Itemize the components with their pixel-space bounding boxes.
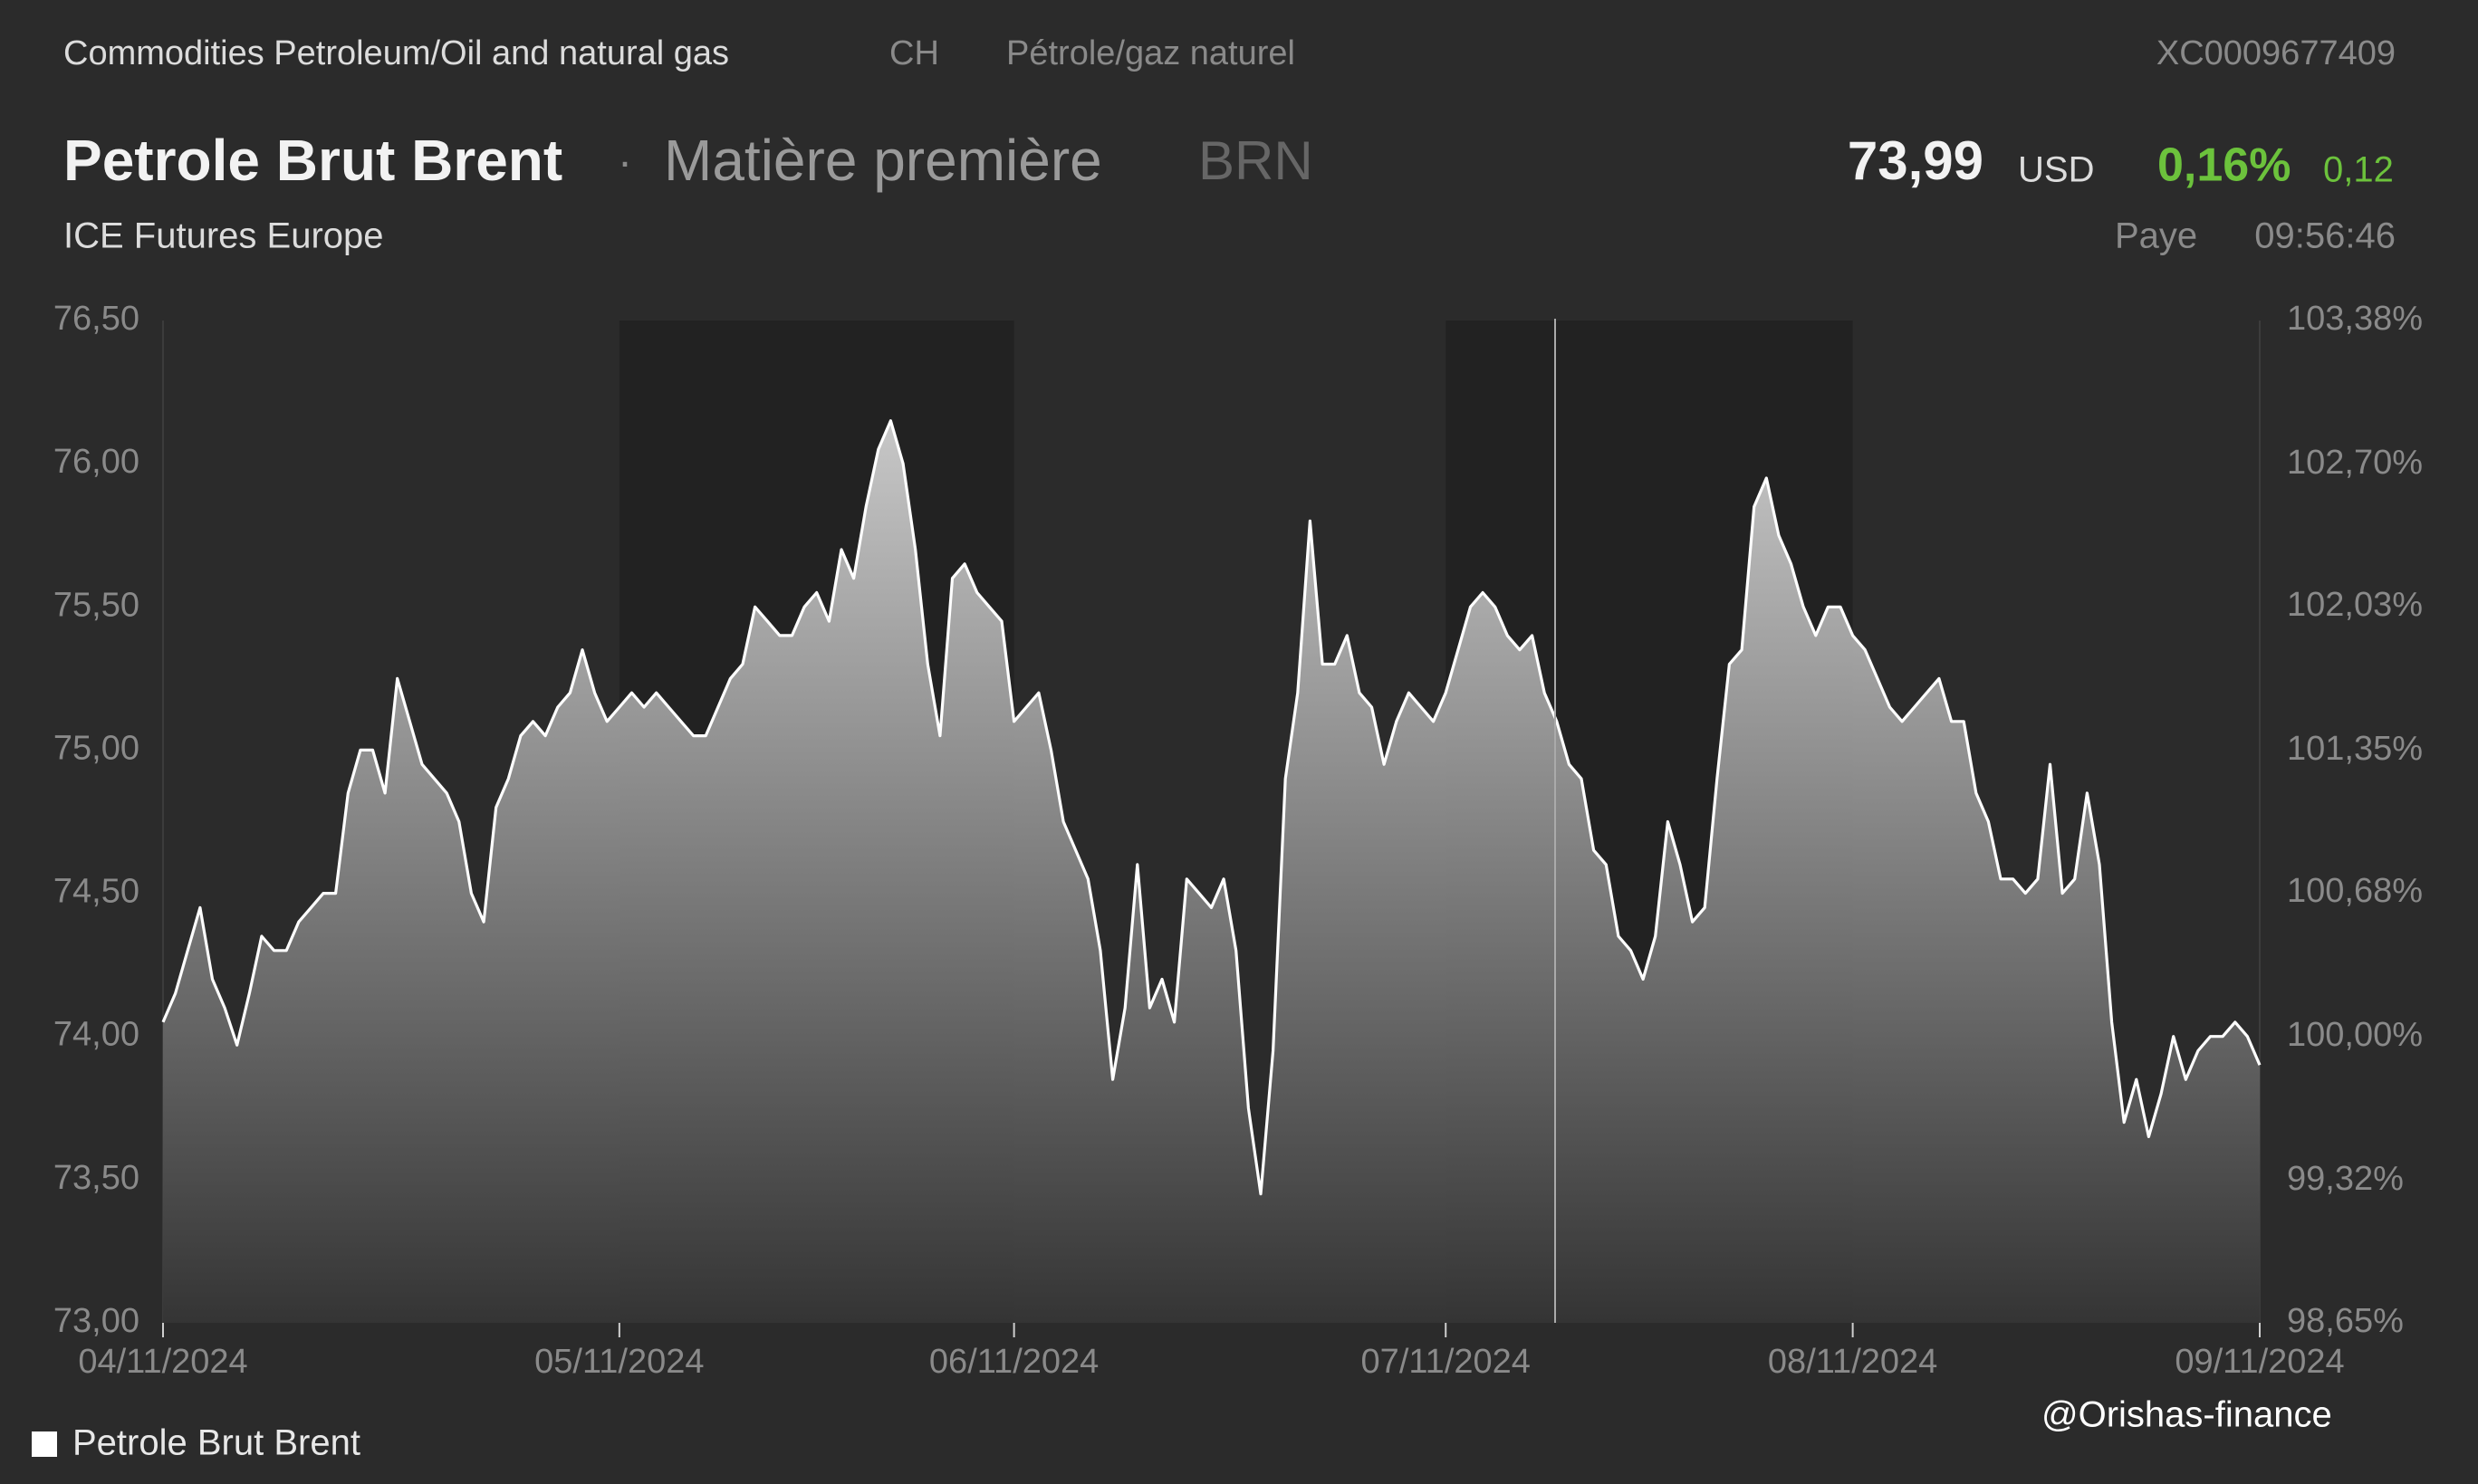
currency: USD bbox=[2018, 150, 2094, 190]
area bbox=[163, 420, 2260, 1323]
price: 73,99 bbox=[1848, 130, 1983, 191]
y2-tick-label: 102,03% bbox=[2287, 586, 2423, 624]
y2-tick-label: 103,38% bbox=[2287, 300, 2423, 338]
line bbox=[161, 419, 2262, 1196]
x-tick-label: 06/11/2024 bbox=[929, 1343, 1099, 1381]
x-tick-label: 04/11/2024 bbox=[78, 1343, 247, 1381]
local-name: Pétrole/gaz naturel bbox=[1006, 34, 1295, 72]
legend-swatch bbox=[32, 1431, 57, 1457]
x-tick-label: 05/11/2024 bbox=[534, 1343, 704, 1381]
y-tick-label: 74,00 bbox=[53, 1016, 139, 1054]
y2-tick-label: 101,35% bbox=[2287, 730, 2423, 768]
exchange: ICE Futures Europe bbox=[63, 216, 384, 256]
isin: XC0009677409 bbox=[2156, 34, 2396, 72]
status: Paye bbox=[2115, 216, 2197, 256]
y-tick-label: 76,50 bbox=[53, 300, 139, 338]
x-tick-label: 07/11/2024 bbox=[1361, 1343, 1531, 1381]
legend-label: Petrole Brut Brent bbox=[72, 1423, 360, 1463]
instrument-name: Petrole Brut Brent bbox=[63, 128, 562, 193]
symbol: BRN bbox=[1198, 130, 1313, 191]
watermark: @Orishas-finance bbox=[2041, 1395, 2332, 1435]
y2-tick-label: 102,70% bbox=[2287, 444, 2423, 482]
y-tick-label: 73,00 bbox=[53, 1302, 139, 1340]
y2-tick-label: 100,00% bbox=[2287, 1016, 2423, 1054]
y2-tick-label: 100,68% bbox=[2287, 872, 2423, 910]
x-tick-label: 08/11/2024 bbox=[1768, 1343, 1937, 1381]
asset-type: Matière première bbox=[664, 128, 1102, 193]
y-tick-label: 76,00 bbox=[53, 443, 139, 481]
y-tick-label: 75,00 bbox=[53, 729, 139, 767]
change-abs: 0,12 bbox=[2323, 150, 2394, 190]
time: 09:56:46 bbox=[2254, 216, 2396, 256]
y-tick-label: 73,50 bbox=[53, 1159, 139, 1197]
change-pct: 0,16% bbox=[2157, 139, 2291, 192]
y-tick-label: 75,50 bbox=[53, 586, 139, 624]
y-tick-label: 74,50 bbox=[53, 873, 139, 911]
separator: · bbox=[618, 139, 632, 187]
y2-tick-label: 98,65% bbox=[2287, 1302, 2404, 1340]
x-tick-label: 09/11/2024 bbox=[2175, 1343, 2344, 1381]
y2-tick-label: 99,32% bbox=[2287, 1160, 2404, 1198]
country: CH bbox=[889, 34, 939, 72]
category: Commodities Petroleum/Oil and natural ga… bbox=[63, 34, 729, 72]
